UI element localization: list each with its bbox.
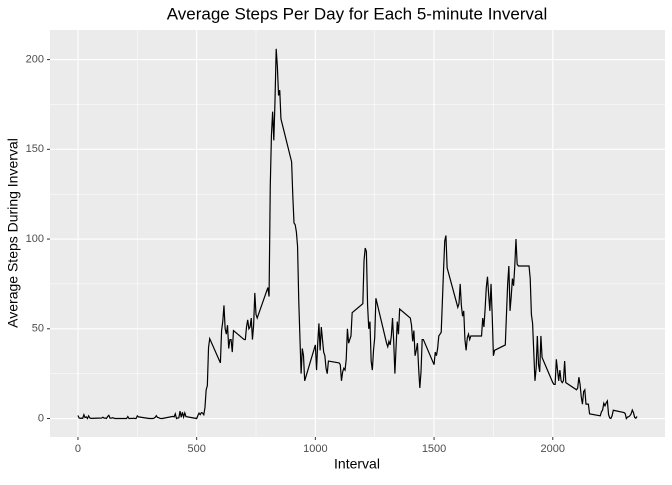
- y-tick-label: 0: [38, 412, 44, 424]
- y-tick-label: 150: [26, 143, 44, 155]
- x-tick-label: 1500: [422, 443, 446, 455]
- x-tick-label: 500: [187, 443, 205, 455]
- line: [77, 48, 638, 420]
- x-tick-label: 0: [75, 443, 81, 455]
- y-axis-label: Average Steps During Inverval: [5, 138, 21, 328]
- panel: [50, 30, 665, 437]
- x-tick-label: 2000: [541, 443, 565, 455]
- chart-title: Average Steps Per Day for Each 5-minute …: [167, 4, 547, 23]
- y-tick-label: 100: [26, 233, 44, 245]
- y-tick-label: 50: [32, 323, 44, 335]
- x-axis-label: Interval: [334, 456, 380, 472]
- y-tick-label: 200: [26, 54, 44, 66]
- x-tick-label: 1000: [303, 443, 327, 455]
